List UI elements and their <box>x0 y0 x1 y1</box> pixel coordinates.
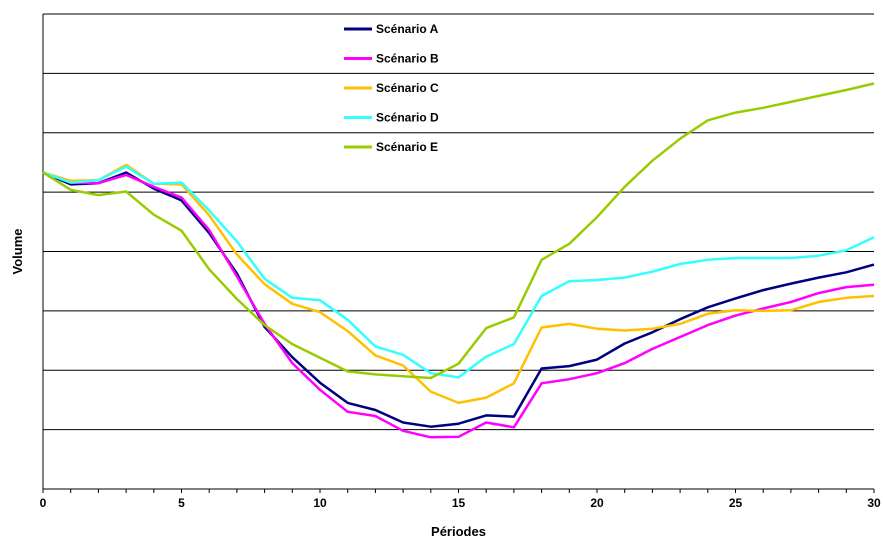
x-tick-label: 10 <box>313 496 327 510</box>
series-line <box>42 163 875 405</box>
legend: Scénario A Scénario B Scénario C Scénario D… <box>344 22 439 154</box>
legend-item: Scénario E <box>344 140 438 154</box>
series-lines <box>42 82 875 439</box>
x-ticks: 0 5 10 15 20 25 30 <box>40 489 881 510</box>
series-line <box>42 165 875 379</box>
x-tick-label: 0 <box>40 496 47 510</box>
legend-label: Scénario E <box>376 140 438 154</box>
legend-item: Scénario C <box>344 81 439 95</box>
legend-item: Scénario B <box>344 52 439 66</box>
legend-label: Scénario D <box>376 111 439 125</box>
legend-item: Scénario D <box>344 111 439 125</box>
x-tick-label: 15 <box>452 496 466 510</box>
series-line <box>42 82 875 380</box>
x-axis-title: Périodes <box>431 524 486 539</box>
legend-item: Scénario A <box>344 22 439 36</box>
x-tick-label: 5 <box>178 496 185 510</box>
series-line <box>42 171 875 439</box>
series-line <box>42 171 875 428</box>
x-tick-label: 20 <box>590 496 604 510</box>
x-tick-label: 30 <box>867 496 881 510</box>
legend-label: Scénario A <box>376 22 439 36</box>
y-axis-title: Volume <box>10 229 25 275</box>
gridlines <box>43 13 874 431</box>
legend-label: Scénario C <box>376 81 439 95</box>
legend-label: Scénario B <box>376 52 439 66</box>
x-tick-label: 25 <box>729 496 743 510</box>
